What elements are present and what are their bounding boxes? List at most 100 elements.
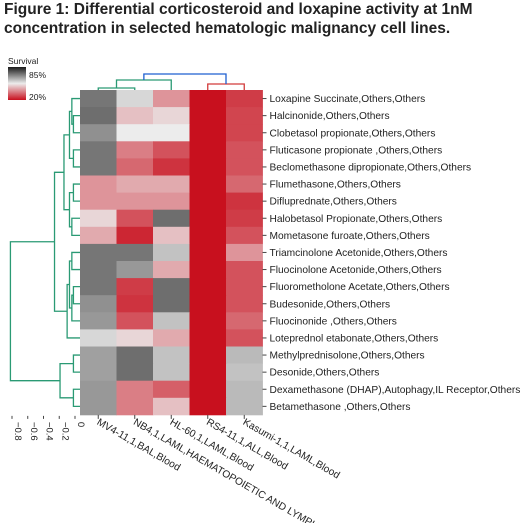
row-label: Loteprednol etabonate,Others,Others	[270, 333, 439, 344]
heatmap-cell	[80, 295, 117, 313]
row-label: Triamcinolone Acetonide,Others,Others	[270, 248, 448, 259]
heatmap-cell	[80, 158, 117, 176]
dendrogram-axis-tick-label: −0.8	[12, 422, 23, 441]
heatmap-cell	[189, 295, 227, 313]
row-dendrogram-branch	[72, 354, 80, 373]
legend-low-label: 20%	[29, 92, 46, 102]
heatmap-cell	[226, 192, 263, 211]
row-label: Desonide,Others,Others	[270, 368, 380, 379]
heatmap-cell	[226, 329, 263, 347]
row-label: Halobetasol Propionate,Others,Others	[270, 214, 443, 225]
heatmap-cell	[226, 380, 263, 399]
heatmap-cell	[80, 278, 117, 296]
row-label: Fluocinolone Acetonide,Others,Others	[270, 265, 442, 276]
row-label: Difluprednate,Others,Others	[270, 197, 397, 208]
legend-title: Survival	[8, 56, 38, 66]
heatmap-cell	[116, 175, 154, 193]
figure-title: Figure 1: Differential corticosteroid an…	[4, 0, 518, 38]
dendrogram-axis-tick-label: −0.4	[44, 422, 55, 441]
heatmap-cell	[80, 380, 117, 399]
heatmap-cell	[153, 209, 190, 228]
heatmap-cell	[153, 243, 190, 262]
figure-title-line-2: concentration in selected hematologic ma…	[4, 20, 451, 37]
heatmap-cell	[80, 141, 117, 159]
heatmap-cell	[116, 261, 154, 279]
heatmap-cell	[153, 175, 190, 193]
heatmap-cell	[153, 363, 190, 382]
row-label: Fluorometholone Acetate,Others,Others	[270, 282, 450, 293]
dendrogram-axis-tick-label: 0	[75, 422, 86, 427]
row-label: Flumethasone,Others,Others	[270, 180, 401, 191]
row-dendrogram-branch	[71, 251, 80, 271]
heatmap-cell	[116, 107, 154, 125]
heatmap-cell	[116, 312, 154, 330]
heatmap-cell	[153, 192, 190, 211]
heatmap-cell	[116, 90, 154, 108]
heatmap-cell	[189, 209, 227, 228]
heatmap-cell	[189, 175, 227, 193]
heatmap-cell	[226, 90, 263, 108]
heatmap-cell	[80, 226, 117, 245]
heatmap-cell	[116, 363, 154, 382]
row-label: Methylprednisolone,Others,Others	[270, 351, 425, 362]
heatmap-cell	[116, 329, 154, 347]
heatmap-cell	[116, 158, 154, 176]
row-dendrogram-branch	[71, 217, 80, 236]
heatmap-cell	[226, 261, 263, 279]
heatmap-cell	[153, 141, 190, 159]
row-dendrogram-branch	[59, 362, 74, 399]
row-dendrogram-branch	[72, 286, 80, 305]
heatmap-cell	[80, 312, 117, 330]
heatmap-cell	[116, 380, 154, 399]
heatmap-cell	[80, 209, 117, 228]
heatmap-cell	[189, 141, 227, 159]
heatmap-cell	[226, 243, 263, 262]
heatmap-cell	[226, 107, 263, 125]
heatmap-cell	[80, 363, 117, 382]
heatmap-cell	[189, 124, 227, 142]
column-dendrogram-branch	[97, 87, 136, 90]
heatmap-cell	[116, 192, 154, 211]
row-label: Dexamethasone (DHAP),Autophagy,IL Recept…	[270, 385, 520, 396]
heatmap-cell	[226, 124, 263, 142]
heatmap-cell	[80, 329, 117, 347]
heatmap-cell	[226, 295, 263, 313]
heatmap-cell	[153, 329, 190, 347]
row-dendrogram-branch	[53, 171, 68, 312]
heatmap-cell	[116, 141, 154, 159]
row-label: Halcinonide,Others,Others	[270, 111, 390, 122]
heatmap-cell	[80, 90, 117, 108]
heatmap-cell	[116, 209, 154, 228]
heatmap-cell	[189, 397, 227, 416]
row-label: Fluticasone propionate ,Others,Others	[270, 145, 443, 156]
heatmap-cell	[116, 397, 154, 416]
heatmap-cell	[153, 312, 190, 330]
row-dendrogram-branch	[72, 115, 80, 134]
heatmap-cell	[226, 158, 263, 176]
heatmap-cell	[153, 124, 190, 142]
heatmap-cell	[153, 107, 190, 125]
heatmap-cell	[116, 346, 154, 364]
heatmap-cell	[189, 192, 227, 211]
heatmap-cell	[226, 312, 263, 330]
heatmap-cell	[80, 346, 117, 364]
heatmap-cell	[189, 261, 227, 279]
legend-high-label: 85%	[29, 70, 46, 80]
row-label: Betamethasone ,Others,Others	[270, 402, 411, 413]
heatmap-cell	[116, 278, 154, 296]
heatmap-cell	[116, 124, 154, 142]
heatmap-cell	[116, 226, 154, 245]
heatmap-cell	[153, 261, 190, 279]
heatmap-cell	[80, 261, 117, 279]
legend-colorbar	[8, 67, 26, 100]
heatmap-cell	[226, 397, 263, 416]
heatmap-cell	[153, 346, 190, 364]
heatmap-cell	[226, 209, 263, 228]
heatmap-cell	[189, 346, 227, 364]
heatmap-cell	[226, 141, 263, 159]
row-dendrogram-branch	[72, 183, 80, 202]
row-dendrogram-branch	[9, 241, 61, 382]
heatmap-cell	[226, 278, 263, 296]
heatmap-cell	[80, 107, 117, 125]
